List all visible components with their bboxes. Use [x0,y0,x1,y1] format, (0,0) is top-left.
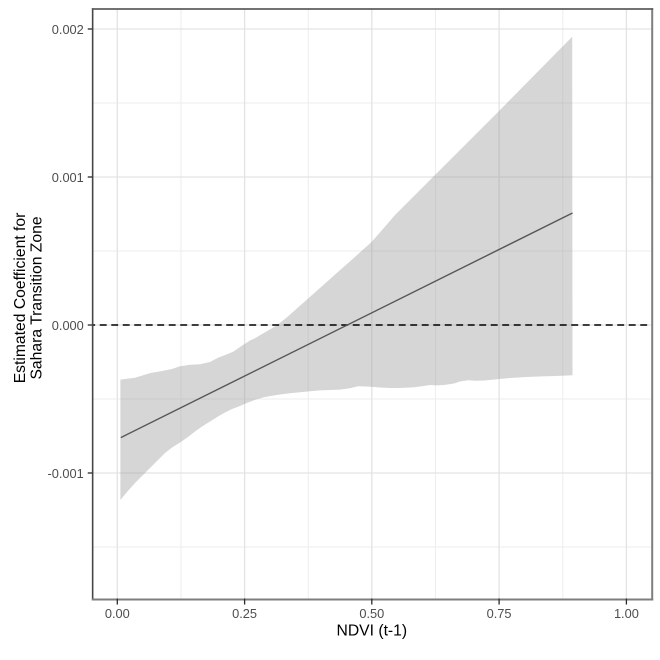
svg-text:1.00: 1.00 [614,606,639,621]
svg-text:Estimated Coefficient for: Estimated Coefficient for [12,213,29,384]
svg-text:0.001: 0.001 [52,170,84,185]
svg-text:0.25: 0.25 [232,606,257,621]
svg-text:0.00: 0.00 [105,606,130,621]
svg-text:Sahara Transition Zone: Sahara Transition Zone [29,216,46,379]
svg-text:0.50: 0.50 [359,606,384,621]
svg-text:-0.001: -0.001 [48,466,84,481]
svg-text:NDVI (t-1): NDVI (t-1) [337,623,408,640]
svg-text:0.002: 0.002 [52,22,84,37]
svg-text:0.75: 0.75 [487,606,512,621]
svg-text:0.000: 0.000 [52,318,84,333]
